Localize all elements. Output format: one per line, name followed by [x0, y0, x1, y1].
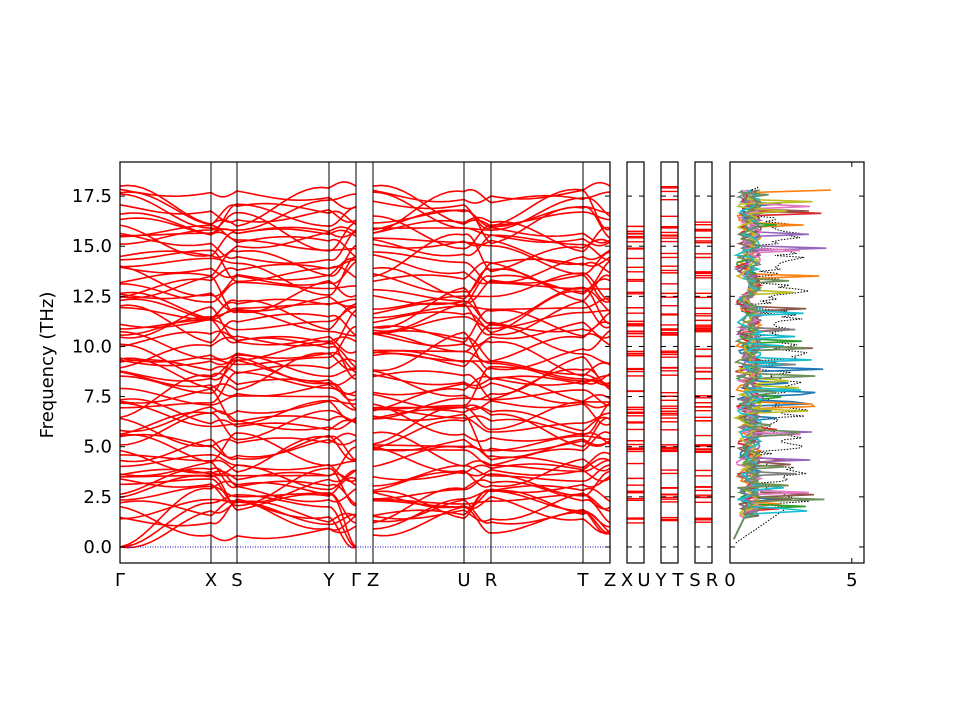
band-line [119, 324, 611, 366]
projected-dos-line [733, 189, 812, 540]
x-tick-label: Γ [351, 570, 361, 591]
band-line [119, 300, 611, 347]
band-line [119, 200, 611, 244]
x-tick-label: T [672, 570, 685, 591]
x-tick-label: R [485, 570, 498, 591]
band-line [119, 432, 611, 467]
band-line [119, 467, 611, 507]
x-tick-label: R [706, 570, 719, 591]
band-line [119, 445, 611, 488]
x-tick-label: U [457, 570, 470, 591]
band-line [119, 371, 611, 409]
band-line [120, 446, 611, 478]
x-tick-label: U [637, 570, 650, 591]
x-tick-label: S [689, 570, 700, 591]
y-tick-label: 10.0 [72, 336, 112, 357]
dos-panel-frame [729, 161, 865, 564]
band-line [119, 244, 611, 285]
band-line [119, 388, 611, 431]
band-line [119, 400, 611, 442]
band-line [119, 228, 611, 278]
y-tick-label: 12.5 [72, 286, 112, 307]
small-panel-frame [694, 161, 713, 564]
x-tick-label: Γ [115, 570, 125, 591]
small-panel-frame [626, 161, 645, 564]
band-line [119, 321, 611, 362]
band-line [119, 191, 611, 231]
x-tick-label: X [621, 570, 633, 591]
y-tick-label: 0.0 [83, 537, 112, 558]
y-tick-label: 15.0 [72, 236, 112, 257]
band-line [119, 188, 611, 234]
y-tick-label: 7.5 [83, 387, 112, 408]
y-tick-label: 17.5 [72, 186, 112, 207]
band-line [119, 329, 611, 372]
band-line [119, 490, 611, 548]
band-line [119, 492, 611, 531]
x-tick-label: Z [367, 570, 379, 591]
x-tick-label: S [231, 570, 242, 591]
dos-x-tick-label: 5 [846, 570, 857, 591]
band-line [119, 356, 611, 387]
band-line [119, 461, 611, 503]
y-tick-label: 5.0 [83, 437, 112, 458]
band-line [119, 286, 611, 326]
axes-layer: 0.02.55.07.510.012.515.017.5Γ X S Y Γ Z U R T Z X U… [72, 161, 865, 591]
bands-layer [119, 181, 831, 549]
band-line [119, 181, 611, 227]
x-tick-label: T [577, 570, 590, 591]
band-line [119, 237, 611, 283]
x-tick-label: Y [323, 570, 336, 591]
band-line [119, 499, 611, 542]
band-panel-frame [119, 161, 611, 564]
dos-x-tick-label: 0 [724, 570, 735, 591]
projected-dos-line [733, 189, 825, 540]
band-line [119, 454, 611, 491]
band-line [119, 272, 611, 310]
y-tick-label: 2.5 [83, 487, 112, 508]
band-line [119, 340, 611, 382]
projected-dos-line [733, 189, 797, 540]
band-line [119, 398, 611, 432]
x-tick-label: X [205, 570, 217, 591]
small-panel-frame [660, 161, 679, 564]
band-line [119, 413, 611, 459]
band-line [119, 408, 611, 446]
x-tick-label: Z [604, 570, 616, 591]
y-axis-title: Frequency (THz) [37, 292, 58, 439]
x-tick-label: Y [655, 570, 668, 591]
